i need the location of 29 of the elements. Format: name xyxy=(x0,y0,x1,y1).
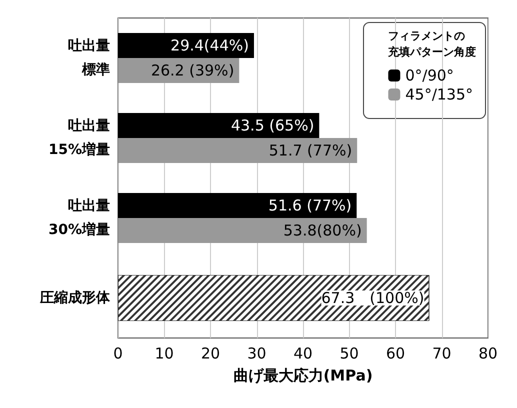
y-tick-label: 吐出量30%増量 xyxy=(48,198,110,238)
y-tick-label: 吐出量標準 xyxy=(68,38,110,78)
data-label: 43.5 (65%) xyxy=(230,116,314,134)
data-label: 51.7 (77%) xyxy=(268,142,352,160)
bar xyxy=(118,193,357,218)
data-label: 29.4(44%) xyxy=(170,36,249,54)
x-axis-title: 曲げ最大応力(MPa) xyxy=(233,366,373,384)
data-label: 51.6 (77%) xyxy=(268,196,352,214)
bar xyxy=(118,138,358,163)
bar xyxy=(118,218,367,243)
x-tick-label: 80 xyxy=(478,344,498,362)
x-tick-label: 10 xyxy=(154,344,174,362)
bar xyxy=(118,113,320,138)
legend-label: 0°/90° xyxy=(405,66,454,84)
data-label: 26.2 (39%) xyxy=(150,62,234,80)
data-label: 67.3 (100%) xyxy=(321,289,424,307)
legend-label: 45°/135° xyxy=(405,86,474,104)
x-tick-label: 20 xyxy=(200,344,220,362)
x-tick-label: 50 xyxy=(340,344,359,362)
x-tick-label: 0 xyxy=(113,344,123,362)
x-tick-label: 40 xyxy=(293,344,313,362)
x-tick-label: 30 xyxy=(247,344,266,362)
bar xyxy=(118,33,254,58)
x-tick-label: 70 xyxy=(432,344,452,362)
y-tick-label: 吐出量15%増量 xyxy=(48,118,110,158)
legend-title: フィラメントの充填パターン角度 xyxy=(387,30,476,58)
x-tick-label: 60 xyxy=(386,344,406,362)
y-tick-label: 圧縮成形体 xyxy=(39,289,111,306)
data-label: 53.8(80%) xyxy=(283,222,362,240)
